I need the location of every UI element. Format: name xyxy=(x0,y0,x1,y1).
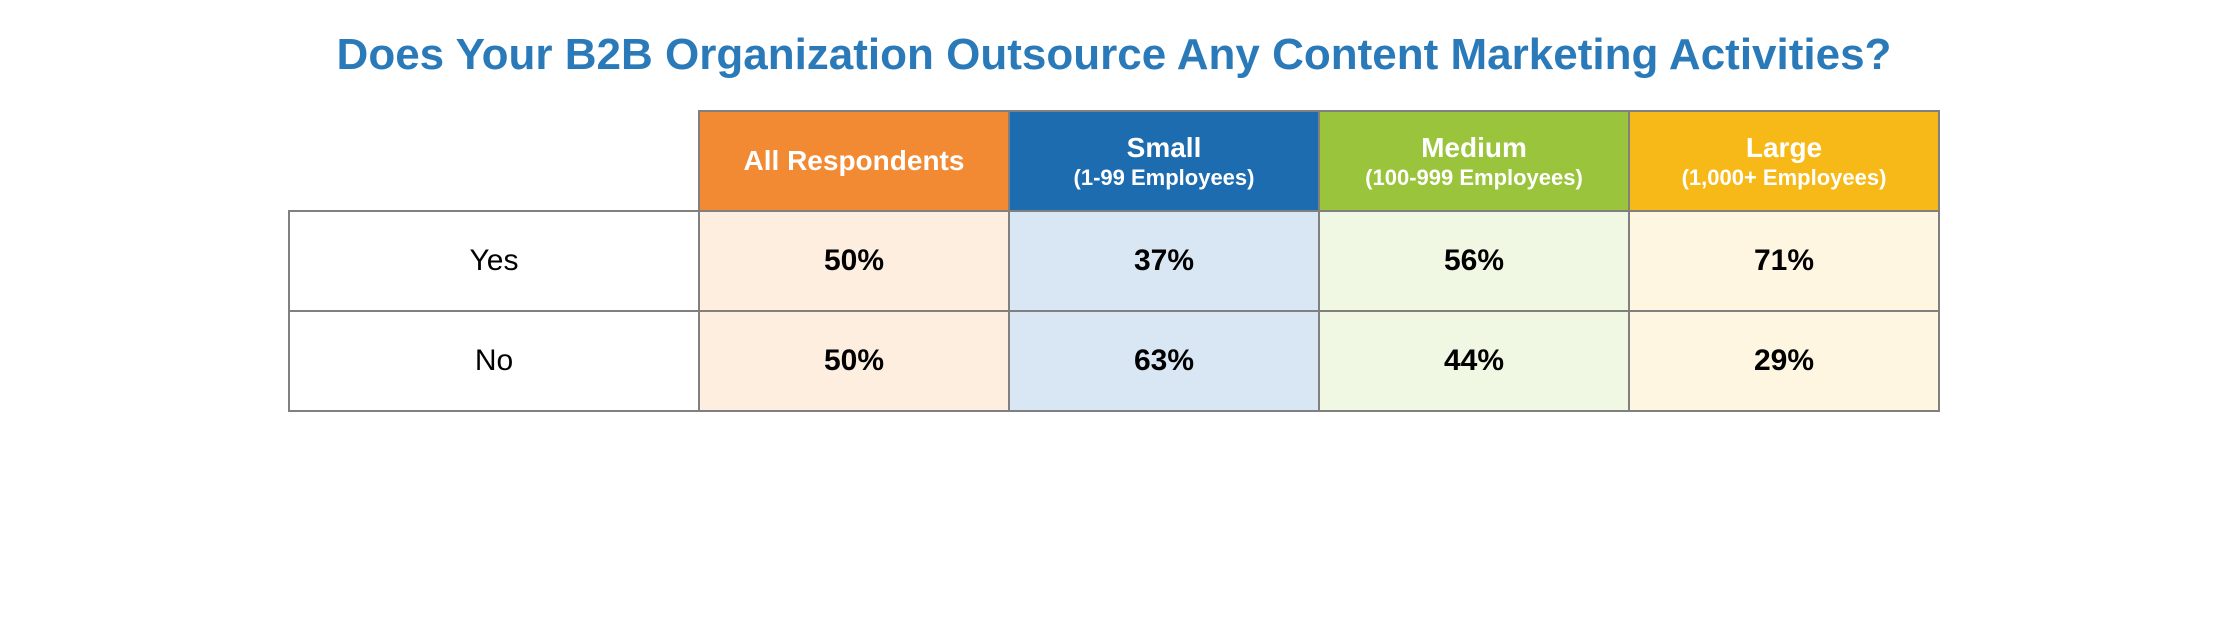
data-cell: 63% xyxy=(1009,311,1319,411)
page-title: Does Your B2B Organization Outsource Any… xyxy=(40,30,2188,80)
col-header-main: Medium xyxy=(1320,131,1628,165)
table-row: No 50% 63% 44% 29% xyxy=(289,311,1939,411)
table-corner xyxy=(289,111,699,211)
col-header-main: Small xyxy=(1010,131,1318,165)
col-header-sub: (1,000+ Employees) xyxy=(1630,165,1938,191)
data-cell: 56% xyxy=(1319,211,1629,311)
col-header-sub: (100-999 Employees) xyxy=(1320,165,1628,191)
data-cell: 50% xyxy=(699,211,1009,311)
data-cell: 44% xyxy=(1319,311,1629,411)
data-cell: 71% xyxy=(1629,211,1939,311)
col-header-main: Large xyxy=(1630,131,1938,165)
row-label-yes: Yes xyxy=(289,211,699,311)
col-header-main: All Respondents xyxy=(700,144,1008,178)
col-header-all: All Respondents xyxy=(699,111,1009,211)
row-label-no: No xyxy=(289,311,699,411)
data-cell: 37% xyxy=(1009,211,1319,311)
table-row: Yes 50% 37% 56% 71% xyxy=(289,211,1939,311)
data-cell: 50% xyxy=(699,311,1009,411)
col-header-large: Large (1,000+ Employees) xyxy=(1629,111,1939,211)
col-header-small: Small (1-99 Employees) xyxy=(1009,111,1319,211)
data-cell: 29% xyxy=(1629,311,1939,411)
col-header-medium: Medium (100-999 Employees) xyxy=(1319,111,1629,211)
col-header-sub: (1-99 Employees) xyxy=(1010,165,1318,191)
outsource-table: All Respondents Small (1-99 Employees) M… xyxy=(288,110,1940,412)
